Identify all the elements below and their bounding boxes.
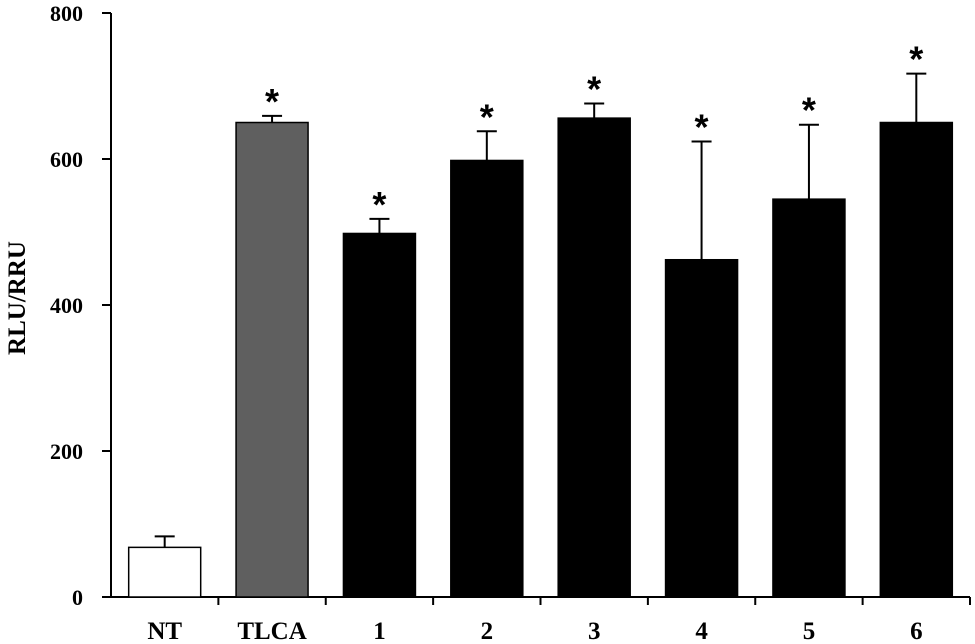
bar-6 xyxy=(879,121,954,598)
x-tick-label: NT xyxy=(147,618,182,644)
significance-asterisk: * xyxy=(909,39,923,80)
significance-asterisk: * xyxy=(802,90,816,131)
x-axis xyxy=(111,596,971,605)
significance-asterisk: * xyxy=(587,69,601,110)
bar-nt xyxy=(127,546,202,598)
y-tick-label: 200 xyxy=(50,439,83,464)
significance-asterisk: * xyxy=(372,184,386,225)
y-axis-title: RLU/RRU xyxy=(4,241,31,355)
x-tick-label: 4 xyxy=(695,618,708,644)
bar-4 xyxy=(664,258,739,598)
x-tick-label: 2 xyxy=(481,618,494,644)
significance-asterisk: * xyxy=(480,96,494,137)
bar-2 xyxy=(450,159,524,598)
x-tick-label: 1 xyxy=(373,618,386,644)
significance-asterisk: * xyxy=(695,106,709,147)
y-axis: 0 200 400 600 800 xyxy=(50,1,112,610)
x-tick-label: TLCA xyxy=(237,618,306,644)
bar-1 xyxy=(342,232,417,598)
bar-5 xyxy=(772,198,846,598)
bars xyxy=(127,117,954,598)
y-tick-label: 600 xyxy=(50,147,83,172)
x-tick-label: 6 xyxy=(910,618,923,644)
bar-3 xyxy=(557,117,631,598)
x-tick-label: 5 xyxy=(803,618,816,644)
bar-tlca xyxy=(235,121,309,598)
significance-markers: * * * * * * * xyxy=(265,39,923,225)
y-tick-label: 400 xyxy=(50,293,83,318)
x-tick-label: 3 xyxy=(588,618,601,644)
error-bars xyxy=(154,72,927,548)
y-tick-label: 0 xyxy=(72,585,83,610)
significance-asterisk: * xyxy=(265,81,279,122)
y-tick-label: 800 xyxy=(50,1,83,26)
x-tick-labels: NT TLCA 1 2 3 4 5 6 xyxy=(147,618,922,644)
